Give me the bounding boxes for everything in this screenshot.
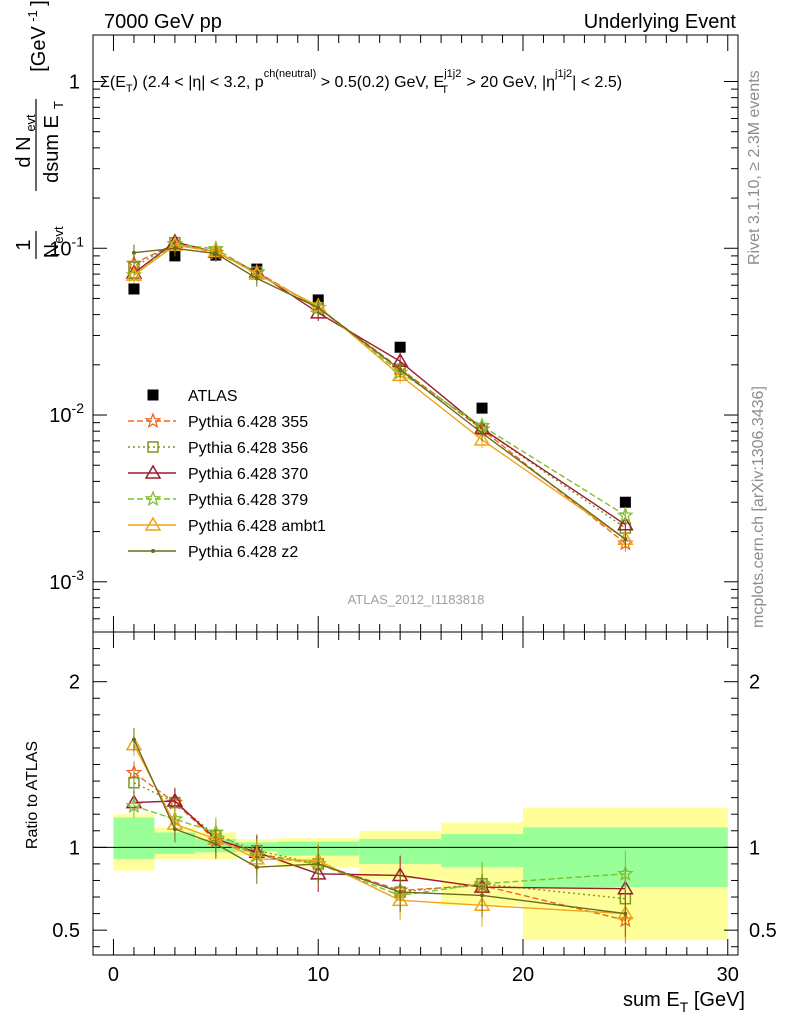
- main-point: [125, 266, 143, 281]
- main-point: [476, 402, 488, 414]
- legend-label: Pythia 6.428 370: [188, 466, 308, 483]
- main-point: [623, 537, 628, 542]
- main-point: [391, 366, 409, 382]
- ratio-point: [316, 861, 321, 866]
- svg-text:[GeV: [GeV: [28, 26, 50, 72]
- svg-text:N: N: [41, 244, 63, 258]
- main-point: [128, 283, 140, 295]
- ratio-point: [254, 865, 259, 870]
- svg-text:T: T: [51, 101, 66, 109]
- ratio-series-line: [133, 744, 626, 915]
- main-y-tick-label: 10-2: [49, 400, 84, 427]
- main-point: [316, 305, 321, 310]
- mcplots-label: mcplots.cern.ch [arXiv:1306.3436]: [750, 386, 767, 628]
- ratio-point: [398, 890, 403, 895]
- main-point: [131, 250, 136, 255]
- ratio-axes: 0 10 20 30 0.5 0.5 1 1 2 2: [52, 632, 777, 986]
- ratio-series-line: [133, 772, 626, 921]
- ratio-band-inner: [154, 832, 196, 854]
- main-series-line: [133, 244, 626, 540]
- legend-label: ATLAS: [188, 388, 238, 405]
- ratio-point: [131, 737, 136, 742]
- main-y-tick-label: 1: [69, 71, 80, 93]
- ratio-y-tick-label-right: 0.5: [749, 920, 777, 942]
- ratio-y-tick-label-right: 2: [749, 672, 760, 694]
- ratio-ylabel: Ratio to ATLAS: [24, 741, 41, 849]
- ratio-point: [172, 827, 177, 832]
- ratio-y-tick-label-right: 1: [749, 837, 760, 859]
- main-point: [617, 506, 634, 523]
- main-point: [213, 251, 218, 256]
- ratio-y-tick-label-left: 0.5: [52, 920, 80, 942]
- ratio-frame-border: [92, 631, 739, 956]
- analysis-watermark: ATLAS_2012_I1183818: [348, 592, 485, 607]
- main-point: [480, 431, 485, 436]
- svg-text:dsum E: dsum E: [41, 115, 63, 183]
- main-panel-frame: [93, 35, 738, 632]
- ratio-point: [617, 864, 634, 881]
- main-series-6: [131, 240, 628, 548]
- main-point: [398, 367, 403, 372]
- legend-label: Pythia 6.428 356: [188, 440, 308, 457]
- legend-marker: [144, 516, 162, 531]
- ratio-point: [128, 776, 140, 789]
- legend-marker: [147, 389, 159, 401]
- main-y-tick-label: 10-1: [49, 233, 84, 260]
- x-axis-label: sum ET [GeV]: [623, 989, 745, 1015]
- legend-label: Pythia 6.428 379: [188, 492, 308, 509]
- chart-title: Σ(ET) (2.4 < |η| < 3.2, pch(neutral) > 0…: [100, 68, 622, 96]
- svg-text:evt: evt: [23, 114, 38, 132]
- svg-text:1: 1: [13, 239, 35, 250]
- legend-marker: [144, 490, 162, 507]
- legend-marker: [147, 441, 159, 453]
- main-series: [125, 233, 634, 552]
- main-y-tick-label: 10-3: [49, 567, 84, 594]
- ratio-y-tick-label-left: 2: [69, 672, 80, 694]
- main-point: [473, 431, 491, 446]
- ratio-series: [125, 728, 634, 944]
- main-point: [394, 341, 406, 353]
- legend-label: Pythia 6.428 355: [188, 414, 308, 431]
- header-left: 7000 GeV pp: [104, 11, 222, 33]
- ratio-series-5: [131, 728, 628, 937]
- main-series-line: [133, 247, 626, 540]
- ratio-point: [213, 842, 218, 847]
- legend-marker: [151, 549, 155, 553]
- ratio-point: [125, 797, 143, 814]
- ratio-band-inner: [441, 834, 523, 868]
- ratio-x-tick-label: 10: [307, 964, 329, 986]
- ratio-point: [623, 911, 628, 916]
- main-axes: 1 10-1 10-2 10-3: [49, 35, 738, 633]
- main-ylabel: 1 N evt d N evt dsum E T [GeV -1 ]: [13, 0, 66, 259]
- ratio-point: [480, 893, 485, 898]
- rivet-label: Rivet 3.1.10, ≥ 2.3M events: [746, 70, 763, 265]
- header-right: Underlying Event: [584, 11, 737, 33]
- legend-label: Pythia 6.428 z2: [188, 544, 298, 561]
- ratio-x-tick-label: 0: [108, 964, 119, 986]
- legend: ATLAS Pythia 6.428 355 Pythia 6.428 356 Pyt…: [128, 388, 326, 561]
- ratio-x-tick-label: 20: [512, 964, 534, 986]
- ratio-x-tick-label: 30: [717, 964, 739, 986]
- svg-text:d N: d N: [13, 136, 35, 167]
- legend-label: Pythia 6.428 ambt1: [188, 518, 326, 535]
- main-point: [172, 246, 177, 251]
- legend-marker: [144, 412, 162, 429]
- svg-text:-1: -1: [25, 10, 40, 22]
- legend-marker: [144, 464, 162, 479]
- ratio-y-tick-label-left: 1: [69, 837, 80, 859]
- ratio-series-line: [133, 739, 626, 915]
- svg-text:]: ]: [28, 0, 50, 6]
- ratio-band-inner: [113, 817, 155, 859]
- main-point: [619, 496, 631, 508]
- main-point: [617, 516, 634, 531]
- main-point: [254, 276, 259, 281]
- svg-text:evt: evt: [51, 226, 66, 244]
